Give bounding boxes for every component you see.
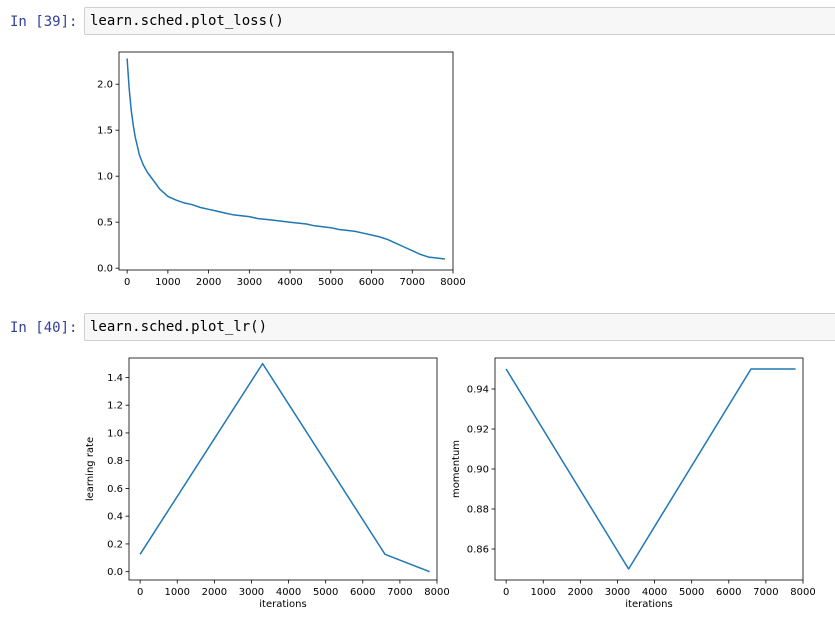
y-tick-label: 0.4: [107, 512, 123, 523]
x-tick-label: 2000: [196, 277, 221, 288]
x-tick-label: 2000: [568, 587, 593, 598]
x-tick-label: 3000: [239, 587, 264, 598]
y-tick-label: 0.92: [467, 425, 489, 436]
y-tick-label: 1.5: [97, 126, 113, 137]
y-tick-label: 0.8: [107, 456, 123, 467]
x-tick-label: 6000: [350, 587, 375, 598]
x-tick-label: 6000: [359, 277, 384, 288]
loss-chart: 0 1000 2000 3000 4000 5000 6000 7000 8000 0.0 0.5 1…: [97, 51, 466, 288]
plot-frame: [118, 51, 454, 271]
x-tick-label: 0: [137, 587, 143, 598]
y-tick-label: 2.0: [97, 80, 113, 91]
plot-frame: [128, 357, 438, 581]
y-axis-label: momentum: [451, 440, 462, 498]
x-tick-label: 1000: [155, 277, 180, 288]
x-tick-label: 2000: [202, 587, 227, 598]
x-tick-label: 3000: [605, 587, 630, 598]
x-tick-label: 7000: [753, 587, 778, 598]
x-tick-label: 8000: [440, 277, 465, 288]
y-tick-label: 1.0: [107, 428, 123, 439]
code-text: learn.sched.plot_lr(): [90, 319, 268, 335]
code-cell[interactable]: learn.sched.plot_lr(): [84, 313, 835, 341]
x-tick-label: 7000: [400, 277, 425, 288]
x-tick-label: 0: [503, 587, 509, 598]
x-tick-label: 7000: [387, 587, 412, 598]
y-tick-label: 1.0: [97, 172, 113, 183]
cell-prompt: In [39]:: [10, 14, 78, 30]
x-tick-label: 1000: [165, 587, 190, 598]
x-axis-label: iterations: [259, 599, 306, 610]
x-tick-label: 4000: [277, 277, 302, 288]
y-tick-label: 0.90: [467, 465, 489, 476]
x-tick-label: 3000: [237, 277, 262, 288]
y-tick-label: 0.2: [107, 539, 123, 550]
cell-prompt: In [40]:: [10, 320, 78, 336]
x-tick-label: 1000: [531, 587, 556, 598]
x-tick-label: 4000: [642, 587, 667, 598]
x-tick-label: 0: [124, 277, 130, 288]
x-axis-label: iterations: [625, 599, 672, 610]
code-cell[interactable]: learn.sched.plot_loss(): [84, 7, 835, 35]
x-tick-label: 4000: [276, 587, 301, 598]
x-tick-label: 5000: [679, 587, 704, 598]
y-tick-label: 0.94: [467, 385, 489, 396]
y-axis-label: learning rate: [85, 437, 96, 501]
y-tick-label: 0.0: [107, 567, 123, 578]
x-tick-label: 5000: [313, 587, 338, 598]
x-tick-label: 6000: [716, 587, 741, 598]
y-tick-label: 0.86: [467, 545, 489, 556]
plot-frame: [494, 357, 804, 581]
x-tick-label: 5000: [318, 277, 343, 288]
y-tick-label: 0.5: [97, 218, 113, 229]
y-tick-label: 0.6: [107, 484, 123, 495]
y-tick-label: 0.0: [97, 264, 113, 275]
series-line: [139, 362, 430, 573]
y-tick-label: 0.88: [467, 505, 489, 516]
x-tick-label: 8000: [790, 587, 815, 598]
series-line: [505, 368, 796, 570]
y-tick-label: 1.4: [107, 373, 123, 384]
x-tick-label: 8000: [424, 587, 449, 598]
learning-rate-chart: 0 1000 2000 3000 4000 5000 6000 7000 8000 0.0 0.2 0…: [85, 357, 450, 610]
momentum-chart: 0 1000 2000 3000 4000 5000 6000 7000 8000 0.86 0.8…: [451, 357, 816, 610]
series-line: [126, 58, 445, 260]
y-tick-label: 1.2: [107, 401, 123, 412]
code-text: learn.sched.plot_loss(): [90, 13, 284, 29]
